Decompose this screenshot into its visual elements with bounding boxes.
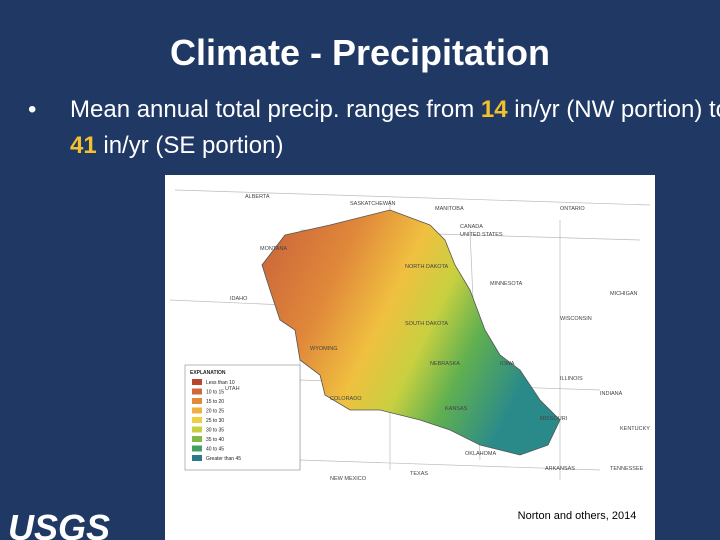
bullet-highlight: 14 xyxy=(480,96,508,123)
legend-swatch xyxy=(192,436,202,442)
map-label: MONTANA xyxy=(260,246,287,252)
legend-label: 10 to 15 xyxy=(206,390,224,396)
map-label: COLORADO xyxy=(330,396,362,402)
legend-label: Less than 10 xyxy=(206,380,235,386)
map-label: UNITED STATES xyxy=(460,232,503,238)
map-label: SASKATCHEWAN xyxy=(350,201,396,207)
logo: USGS xyxy=(8,507,110,540)
map-label: SOUTH DAKOTA xyxy=(405,321,448,327)
bullet-text: in/yr (SE portion) xyxy=(96,132,284,159)
legend-label: 40 to 45 xyxy=(206,447,224,453)
legend-swatch xyxy=(192,379,202,385)
logo-area xyxy=(0,505,160,540)
map-label: TEXAS xyxy=(410,471,428,477)
legend-label: Greater than 45 xyxy=(206,456,241,462)
map-label: UTAH xyxy=(225,386,240,392)
bullet-highlight: 41 xyxy=(70,132,97,159)
legend-swatch xyxy=(192,417,202,423)
map-label: MANITOBA xyxy=(435,206,464,212)
map-label: KENTUCKY xyxy=(620,426,650,432)
map-label: ARKANSAS xyxy=(545,466,575,472)
map-label: WISCONSIN xyxy=(560,316,592,322)
legend-swatch xyxy=(192,388,202,395)
map-label: OKLAHOMA xyxy=(465,451,497,457)
map-label: NEW MEXICO xyxy=(330,476,367,482)
legend-title: EXPLANATION xyxy=(190,370,226,376)
map-label: MICHIGAN xyxy=(610,291,638,297)
map-label: IOWA xyxy=(500,361,515,367)
legend-label: 35 to 40 xyxy=(206,437,224,443)
slide-title: Climate - Precipitation xyxy=(169,32,551,73)
map-label: ONTARIO xyxy=(560,206,585,212)
map-label: CANADA xyxy=(460,224,483,230)
bullet: • Mean annual total precip. ranges from 1… xyxy=(28,92,720,164)
map-credit: Norton and others, 2014 xyxy=(518,510,637,522)
legend-box xyxy=(184,364,301,471)
map-label: ALBERTA xyxy=(245,194,270,200)
credit-box xyxy=(505,505,650,527)
map-label: NEBRASKA xyxy=(430,361,460,367)
map-label: ILLINOIS xyxy=(560,376,583,382)
map-label: WYOMING xyxy=(310,346,338,352)
map-label: KANSAS xyxy=(445,406,468,412)
map-label: MISSOURI xyxy=(540,416,568,422)
basin-map xyxy=(261,209,561,456)
legend-label: 15 to 20 xyxy=(206,399,224,405)
map-label: NORTH DAKOTA xyxy=(405,264,449,270)
map-label: IDAHO xyxy=(230,296,248,302)
map-label: TENNESSEE xyxy=(610,466,644,472)
bullet-dot: • xyxy=(28,96,37,123)
map-label: INDIANA xyxy=(600,391,623,397)
bullet-text: Mean annual total precip. ranges from xyxy=(70,96,481,123)
legend-swatch xyxy=(192,398,202,404)
legend-label: 25 to 30 xyxy=(206,418,224,424)
legend-swatch xyxy=(192,445,202,452)
legend-swatch xyxy=(192,426,202,433)
legend-label: 20 to 25 xyxy=(206,409,224,415)
legend-swatch xyxy=(192,455,202,461)
legend-label: 30 to 35 xyxy=(206,428,224,434)
legend-swatch xyxy=(192,407,202,414)
bullet-text: in/yr (NW portion) to xyxy=(507,96,720,123)
map-label: MINNESOTA xyxy=(490,281,523,287)
